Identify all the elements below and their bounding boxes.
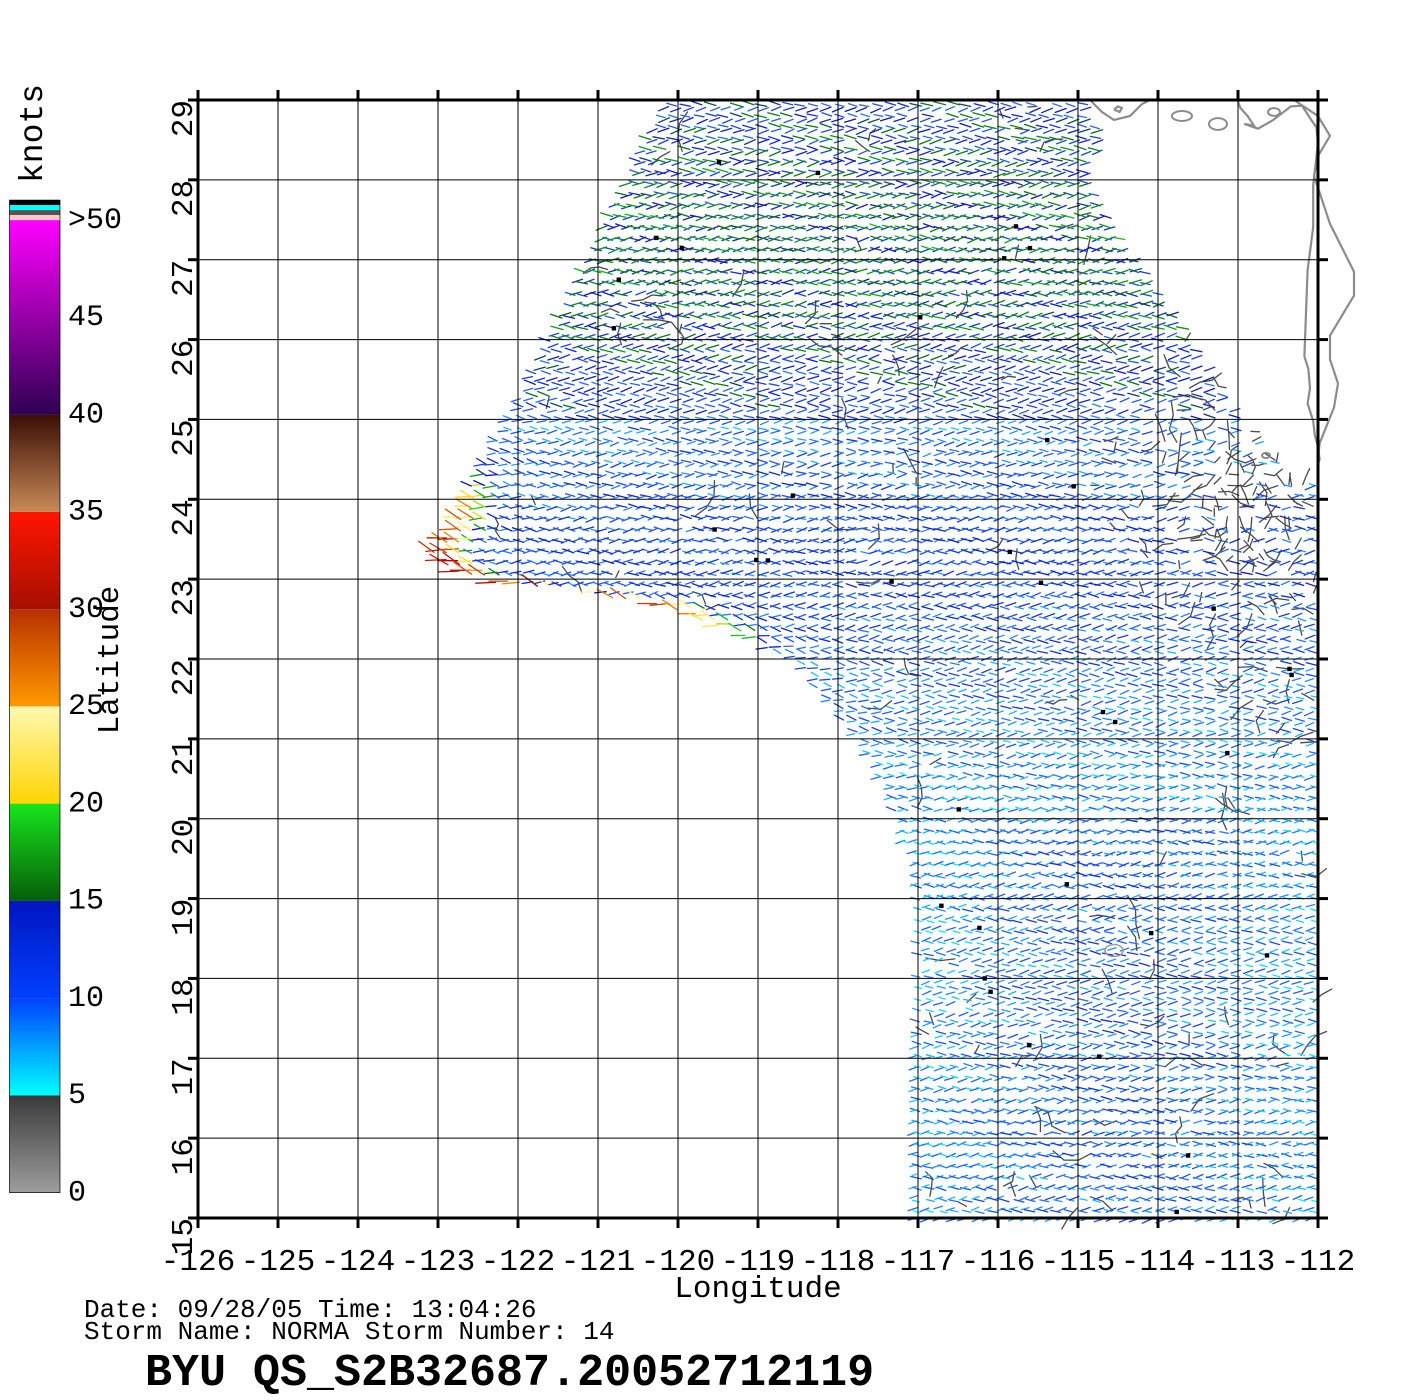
svg-text:27: 27	[167, 260, 202, 297]
svg-text:16: 16	[167, 1138, 202, 1175]
svg-text:Storm Name: NORMA Storm: Storm Name: NORMA Storm Number: 14	[84, 1317, 615, 1347]
svg-text:15: 15	[68, 885, 104, 919]
svg-text:-122: -122	[481, 1245, 555, 1280]
svg-text:-121: -121	[561, 1245, 635, 1280]
svg-text:20: 20	[167, 819, 202, 856]
svg-text:Longitude: Longitude	[674, 1272, 841, 1307]
svg-text:24: 24	[167, 499, 202, 536]
svg-text:26: 26	[167, 340, 202, 377]
svg-text:45: 45	[68, 301, 104, 335]
svg-text:10: 10	[68, 982, 104, 1016]
svg-text:23: 23	[167, 579, 202, 616]
svg-text:22: 22	[167, 659, 202, 696]
svg-text:-125: -125	[241, 1245, 315, 1280]
svg-text:-114: -114	[1121, 1245, 1195, 1280]
svg-text:knots: knots	[15, 84, 52, 183]
svg-text:Latitude: Latitude	[93, 586, 128, 735]
svg-text:-113: -113	[1201, 1245, 1275, 1280]
svg-text:-124: -124	[321, 1245, 395, 1280]
svg-text:-112: -112	[1281, 1245, 1355, 1280]
svg-text:-123: -123	[401, 1245, 475, 1280]
svg-text:21: 21	[167, 739, 202, 776]
svg-text:-117: -117	[881, 1245, 955, 1280]
svg-text:18: 18	[167, 978, 202, 1015]
svg-text:25: 25	[167, 419, 202, 456]
svg-text:20: 20	[68, 788, 104, 822]
svg-text:19: 19	[167, 899, 202, 936]
svg-text:40: 40	[68, 399, 104, 433]
svg-text:29: 29	[167, 100, 202, 137]
svg-text:-116: -116	[961, 1245, 1035, 1280]
svg-text:>50: >50	[68, 204, 122, 238]
svg-text:-115: -115	[1041, 1245, 1115, 1280]
svg-text:5: 5	[68, 1079, 86, 1113]
svg-text:0: 0	[68, 1177, 86, 1211]
svg-text:35: 35	[68, 496, 104, 530]
svg-text:15: 15	[167, 1218, 202, 1255]
svg-text:28: 28	[167, 180, 202, 217]
svg-text:BYU QS_S2B32687.20052712119: BYU QS_S2B32687.20052712119	[145, 1348, 874, 1399]
svg-text:17: 17	[167, 1058, 202, 1095]
